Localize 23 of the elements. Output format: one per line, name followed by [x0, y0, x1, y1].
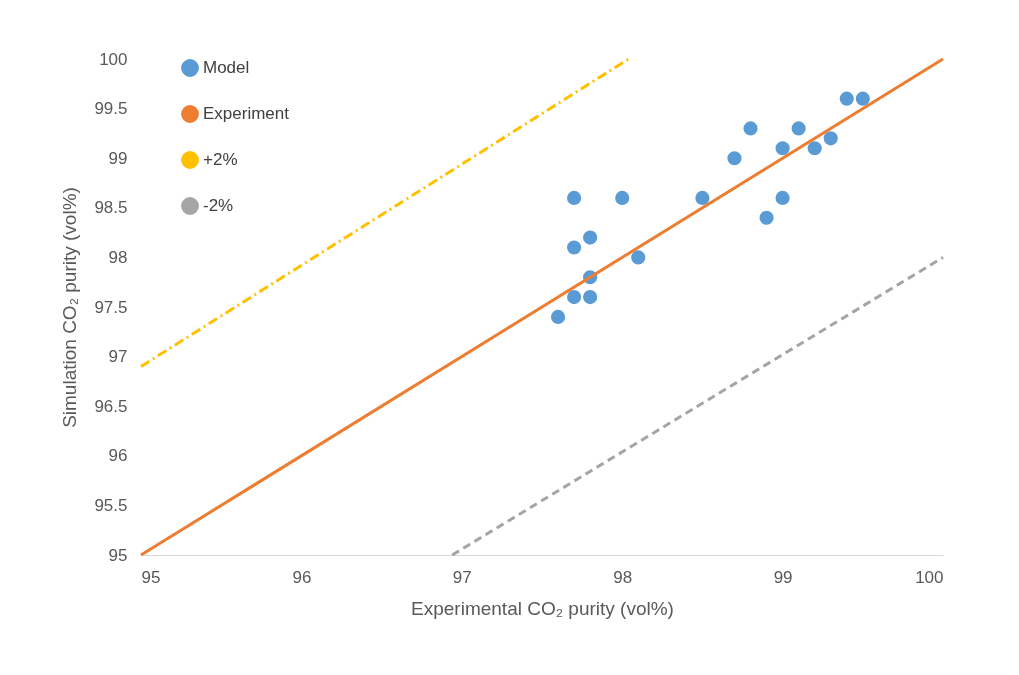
x-tick-label: 95 — [141, 567, 161, 587]
x-tick-label: 98 — [613, 567, 633, 587]
y-tick-label: 98.5 — [94, 198, 128, 218]
y-tick-label: 99.5 — [94, 99, 128, 119]
y-tick-label: 100 — [99, 49, 128, 69]
y-tick-label: 95 — [108, 545, 128, 565]
y-tick-label: 97 — [108, 347, 128, 367]
legend-label: -2% — [203, 196, 234, 215]
legend-label: Model — [203, 58, 250, 77]
x-tick-label: 97 — [452, 567, 472, 587]
x-tick-label: 96 — [292, 567, 312, 587]
y-tick-label: 97.5 — [94, 297, 128, 317]
y-tick-label: 96.5 — [94, 396, 128, 416]
x-tick-label: 99 — [773, 567, 793, 587]
x-axis-title: Experimental CO₂ purity (vol%) — [411, 597, 674, 619]
y-tick-label: 99 — [108, 148, 128, 168]
y-tick-label: 95.5 — [94, 495, 128, 515]
x-tick-label: 100 — [915, 567, 944, 587]
y-tick-label: 98 — [108, 247, 128, 267]
y-tick-label: 96 — [108, 446, 128, 466]
legend-label: Experiment — [203, 104, 290, 123]
y-axis-title: Simulation CO₂ purity (vol%) — [59, 187, 81, 428]
legend-label: +2% — [203, 150, 238, 169]
